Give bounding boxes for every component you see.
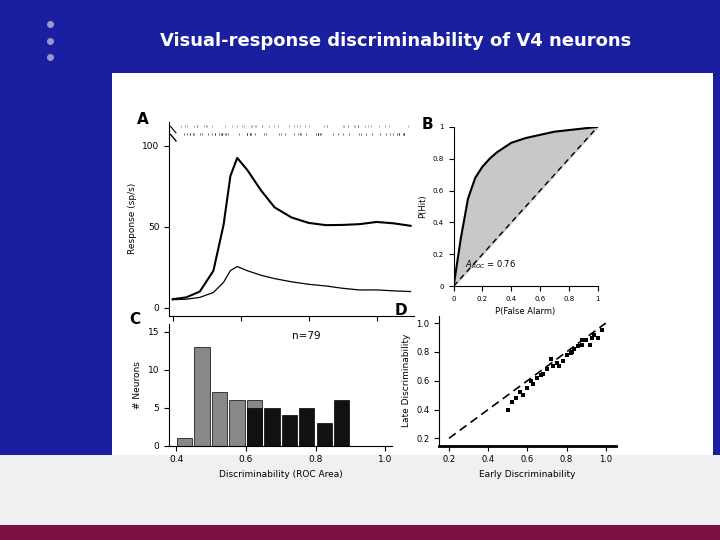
Bar: [282, 415, 297, 445]
Point: [551, 359, 562, 368]
Text: D: D: [395, 303, 408, 318]
Point: [547, 362, 559, 370]
Point: [572, 342, 584, 350]
Point: [580, 336, 592, 345]
Point: [528, 379, 539, 388]
Point: [536, 370, 547, 379]
Bar: [264, 408, 279, 445]
Bar: [194, 347, 210, 446]
X-axis label: Early Discriminability: Early Discriminability: [479, 470, 576, 479]
Point: [593, 333, 604, 342]
Text: PNAS: PNAS: [620, 491, 705, 519]
Point: [531, 374, 543, 382]
X-axis label: Discriminability (ROC Area): Discriminability (ROC Area): [219, 470, 343, 479]
Y-axis label: Response (sp/s): Response (sp/s): [127, 183, 137, 254]
Point: [569, 345, 580, 353]
Bar: [230, 400, 245, 445]
Point: [564, 349, 576, 357]
Bar: [212, 393, 228, 446]
Bar: [177, 438, 192, 446]
Point: [510, 394, 521, 402]
Text: B: B: [422, 117, 433, 132]
Point: [567, 348, 578, 356]
Text: $A_{ROC}$ = 0.76: $A_{ROC}$ = 0.76: [465, 258, 516, 271]
Point: [514, 388, 526, 396]
Text: C: C: [129, 312, 140, 327]
Point: [518, 391, 529, 400]
Point: [557, 356, 569, 365]
Text: A: A: [138, 112, 149, 127]
Text: n=79: n=79: [292, 330, 320, 341]
Text: ©2007 by National Academy of Sciences: ©2007 by National Academy of Sciences: [7, 512, 152, 519]
Point: [521, 383, 533, 392]
Text: Armstrong K M, Moore T PNAS 2007;104:9499-9504: Armstrong K M, Moore T PNAS 2007;104:949…: [137, 472, 420, 482]
Y-axis label: P(Hit): P(Hit): [418, 195, 427, 218]
Point: [561, 350, 572, 359]
Bar: [334, 400, 349, 445]
X-axis label: Time from visual onset (ms): Time from visual onset (ms): [228, 340, 355, 349]
Point: [537, 369, 549, 378]
Point: [545, 355, 557, 363]
Point: [585, 340, 596, 349]
Y-axis label: # Neurons: # Neurons: [133, 361, 143, 409]
Point: [502, 405, 513, 414]
Point: [586, 333, 598, 342]
Text: Visual-response discriminability of V4 neurons: Visual-response discriminability of V4 n…: [161, 31, 631, 50]
Point: [506, 398, 518, 407]
Point: [577, 340, 588, 349]
Point: [577, 336, 588, 345]
Point: [553, 362, 564, 370]
Bar: [317, 423, 332, 445]
Y-axis label: Late Discriminability: Late Discriminability: [402, 334, 410, 427]
Bar: [247, 408, 262, 445]
Bar: [247, 400, 262, 445]
X-axis label: P(False Alarm): P(False Alarm): [495, 307, 556, 316]
Point: [541, 365, 553, 374]
Point: [596, 326, 608, 335]
Point: [526, 376, 537, 385]
Bar: [299, 408, 315, 445]
Point: [588, 330, 600, 339]
